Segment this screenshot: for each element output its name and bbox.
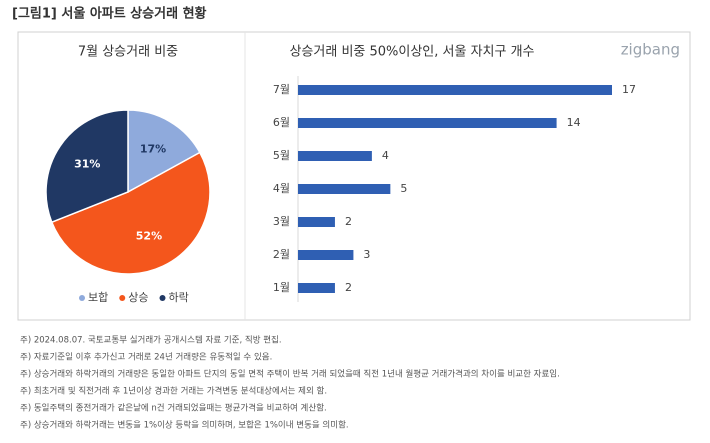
bar xyxy=(298,151,372,161)
value-label: 2 xyxy=(345,215,352,228)
value-label: 2 xyxy=(345,281,352,294)
bar xyxy=(298,85,612,95)
category-label: 2월 xyxy=(273,248,290,261)
category-label: 4월 xyxy=(273,182,290,195)
bar xyxy=(298,118,557,128)
legend-swatch xyxy=(159,295,166,301)
category-label: 6월 xyxy=(273,116,290,129)
bar xyxy=(298,184,391,194)
bar xyxy=(298,217,335,227)
legend-swatch xyxy=(79,295,85,301)
pie-slice xyxy=(50,151,211,275)
bar-title: 상승거래 비중 50%이상인, 서울 자치구 개수 xyxy=(289,45,534,60)
legend-swatch xyxy=(119,295,126,301)
pie-slice xyxy=(127,109,201,194)
category-label: 1월 xyxy=(273,281,290,294)
slice-label: 31% xyxy=(74,157,100,170)
bar xyxy=(298,283,335,293)
legend-label: 보합 xyxy=(88,291,108,304)
value-label: 4 xyxy=(382,149,389,162)
logo: zigbang xyxy=(621,41,680,59)
value-label: 5 xyxy=(400,182,407,195)
pie-title: 7월 상승거래 비중 xyxy=(78,45,178,60)
footnote: 주) 자료기준일 이후 추가신고 거래로 24년 거래량은 유동적일 수 있음. xyxy=(20,352,272,363)
category-label: 7월 xyxy=(273,83,290,96)
figure-title: [그림1] 서울 아파트 상승거래 현황 xyxy=(12,6,207,22)
legend-label: 상승 xyxy=(128,291,148,304)
slice-label: 52% xyxy=(136,230,162,243)
legend-label: 하락 xyxy=(169,290,189,304)
category-label: 5월 xyxy=(273,149,290,162)
category-label: 3월 xyxy=(273,215,290,228)
footnote: 주) 상승거래와 하락거래의 거래량은 동일한 아파트 단지의 동일 면적 주택… xyxy=(20,369,560,380)
value-label: 3 xyxy=(363,248,370,261)
value-label: 17 xyxy=(622,83,636,96)
pie-slice xyxy=(45,109,129,224)
footnote: 주) 상승거래와 하락거래는 변동을 1%이상 등락을 의미하며, 보합은 1%… xyxy=(20,420,349,431)
slice-label: 17% xyxy=(140,143,166,156)
value-label: 14 xyxy=(567,116,581,129)
footnote: 주) 동일주택의 종전거래가 같은날에 n건 거래되었을때는 평균가격을 비교하… xyxy=(20,403,327,414)
footnote: 주) 최초거래 및 직전거래 후 1년이상 경과한 거래는 가격변동 분석대상에… xyxy=(20,386,327,397)
footnote: 주) 2024.08.07. 국토교통부 실거래가 공개시스템 자료 기준, 직… xyxy=(20,335,282,346)
bar xyxy=(298,250,354,260)
